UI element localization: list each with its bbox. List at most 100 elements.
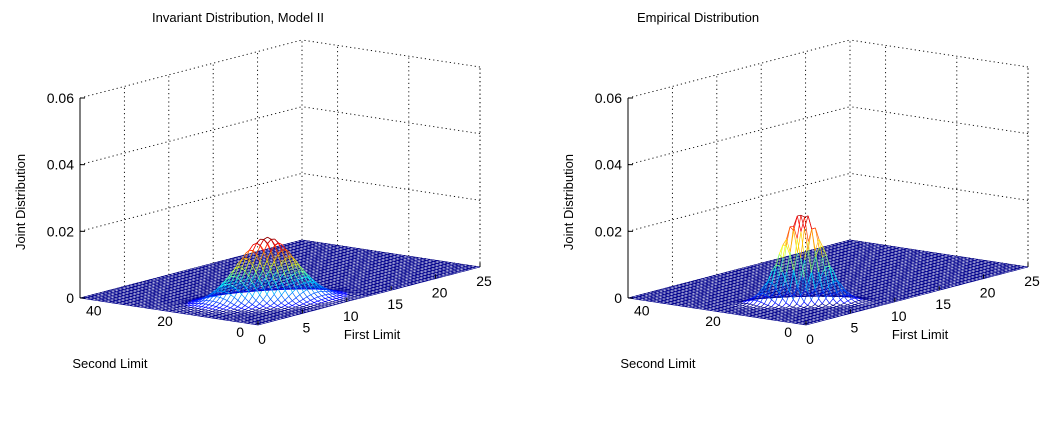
mesh-line [447, 266, 452, 268]
mesh-line [376, 292, 381, 294]
mesh-line [326, 243, 331, 245]
mesh-line [346, 269, 350, 271]
mesh-line [309, 275, 314, 278]
mesh-line [209, 266, 213, 269]
mesh-line [238, 263, 243, 265]
mesh-line [465, 267, 470, 269]
mesh-line [323, 242, 327, 245]
mesh-line [403, 271, 408, 274]
mesh-line [193, 279, 198, 281]
mesh-line [429, 262, 434, 264]
mesh-line [450, 271, 455, 273]
mesh-line [382, 265, 387, 267]
mesh-line [394, 258, 398, 260]
mesh-line [277, 302, 282, 306]
mesh-line [336, 293, 341, 296]
mesh-line [202, 265, 206, 267]
mesh-line [378, 271, 383, 273]
mesh-line [422, 261, 427, 263]
mesh-line [409, 282, 414, 284]
mesh-line [205, 266, 210, 268]
mesh-line [270, 302, 275, 307]
mesh-line [326, 249, 330, 251]
mesh-line [290, 248, 294, 250]
mesh-line [454, 268, 459, 271]
mesh-line [262, 294, 268, 300]
mesh-line [293, 252, 298, 254]
mesh-line [219, 275, 223, 278]
mesh-line [264, 252, 269, 254]
mesh-line [257, 251, 262, 253]
mesh-line [364, 265, 369, 268]
mesh-line [190, 277, 194, 279]
mesh-line [324, 273, 328, 275]
mesh-line [339, 297, 344, 300]
mesh-line [193, 278, 198, 280]
mesh-line [302, 267, 307, 269]
mesh-line [216, 266, 221, 268]
mesh-line [358, 252, 363, 255]
mesh-line [283, 244, 288, 246]
mesh-line [283, 278, 288, 280]
mesh-line [168, 275, 173, 278]
mesh-line [409, 283, 414, 285]
mesh-line [241, 298, 246, 304]
mesh-line [408, 257, 413, 259]
mesh-line [351, 254, 355, 256]
mesh-line [414, 273, 418, 275]
mesh-line [360, 268, 365, 270]
mesh-line [340, 286, 345, 288]
mesh-line [351, 286, 356, 289]
mesh-line [294, 243, 299, 245]
mesh-line [372, 257, 377, 260]
mesh-line [331, 267, 336, 269]
mesh-line [325, 288, 330, 292]
mesh-line [359, 278, 364, 281]
mesh-line [338, 272, 343, 274]
mesh-line [240, 283, 244, 285]
mesh-line [194, 272, 198, 274]
mesh-line [378, 272, 382, 274]
mesh-line [339, 265, 343, 267]
mesh-line [273, 305, 278, 308]
mesh-line [353, 264, 358, 266]
mesh-line [282, 281, 287, 285]
mesh-line [347, 292, 352, 295]
mesh-line [287, 274, 292, 276]
mesh-line [330, 283, 335, 285]
mesh-line [306, 266, 311, 268]
mesh-line [382, 261, 387, 263]
mesh-line [368, 257, 373, 259]
mesh-line [230, 297, 235, 303]
mesh-line [365, 290, 370, 292]
mesh-line [182, 278, 187, 280]
mesh-line [335, 302, 340, 304]
mesh-line [311, 248, 316, 251]
mesh-line [334, 279, 338, 281]
mesh-line [260, 274, 265, 281]
mesh-line [325, 293, 330, 296]
mesh-line [349, 271, 354, 273]
mesh-line [429, 265, 434, 267]
mesh-line [306, 303, 311, 306]
mesh-line [266, 270, 271, 273]
mesh-line [421, 271, 426, 273]
mesh-line [190, 274, 195, 276]
mesh-line [292, 262, 297, 264]
mesh-line [299, 262, 304, 264]
mesh-line [411, 262, 416, 264]
mesh-line [451, 263, 455, 266]
mesh-line [234, 278, 239, 288]
mesh-line [372, 293, 377, 295]
mesh-line [454, 264, 459, 266]
mesh-line [346, 267, 350, 269]
mesh-line [187, 269, 191, 271]
mesh-line [306, 267, 311, 270]
mesh-line [344, 249, 349, 251]
mesh-line [205, 307, 210, 311]
mesh-line [233, 306, 238, 310]
mesh-line [397, 257, 402, 259]
mesh-line [411, 269, 415, 272]
mesh-line [297, 287, 301, 290]
mesh-line [358, 249, 363, 252]
